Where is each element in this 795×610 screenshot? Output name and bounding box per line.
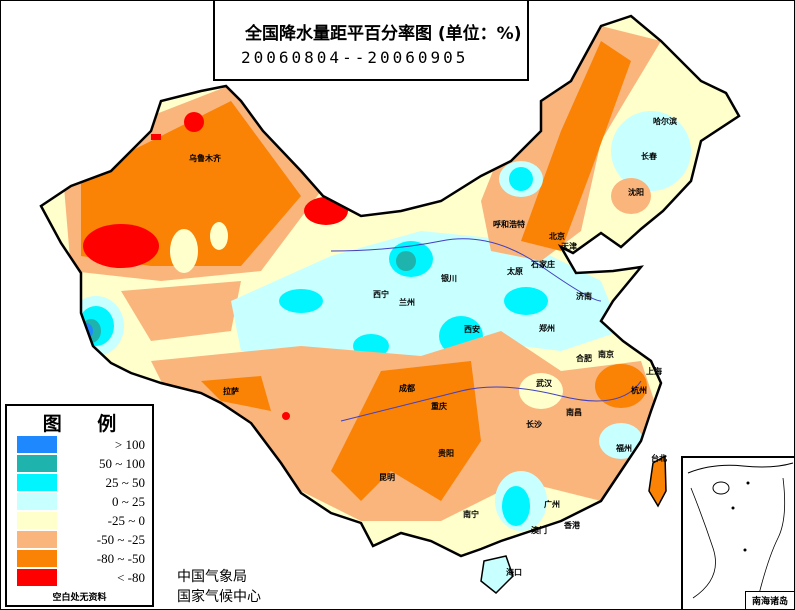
city-label: 广州 [544, 500, 560, 509]
city-label: 银川 [441, 274, 457, 283]
inset-label: 南海诸岛 [744, 591, 794, 609]
org-line-2: 国家气候中心 [177, 589, 261, 605]
legend-swatch [17, 436, 57, 453]
legend-swatch [17, 569, 57, 586]
legend-note: 空白处无资料 [52, 593, 107, 603]
legend-title-left: 图 [42, 413, 62, 435]
legend-swatch [17, 531, 57, 548]
title-box: 全国降水量距平百分率图 (单位：%) 20060804--20060905 [213, 1, 529, 81]
city-label: 福州 [616, 444, 632, 453]
legend-label: > 100 [114, 437, 145, 452]
city-label: 香港 [564, 521, 580, 530]
legend-swatch [17, 512, 57, 529]
city-label: 拉萨 [223, 387, 239, 396]
legend-label: -80 ~ -50 [96, 551, 145, 566]
legend-item: 25 ~ 50 [15, 474, 145, 492]
city-label: 澳门 [531, 526, 547, 535]
inset-map [687, 462, 794, 599]
legend-title-right: 例 [97, 413, 117, 435]
city-label: 重庆 [431, 402, 447, 411]
city-label: 海口 [506, 568, 522, 577]
city-label: 西宁 [373, 290, 389, 299]
city-label: 武汉 [536, 379, 552, 388]
city-label: 石家庄 [531, 260, 555, 269]
hainan-island [480, 555, 514, 595]
date-range: 20060804--20060905 [241, 48, 469, 67]
legend-label: < -80 [117, 570, 145, 585]
legend: 图 例 > 100 50 ~ 100 25 ~ 50 0 ~ 25 -25 ~ … [5, 404, 154, 607]
city-label: 兰州 [399, 298, 415, 307]
city-label: 乌鲁木齐 [189, 154, 221, 163]
legend-label: 25 ~ 50 [105, 475, 145, 490]
legend-swatch [17, 550, 57, 567]
legend-item: < -80 [15, 569, 145, 587]
south-china-sea-inset: 南海诸岛 [681, 456, 794, 609]
org-line-1: 中国气象局 [177, 569, 247, 585]
taiwan-island [648, 454, 667, 508]
city-label: 上海 [646, 367, 662, 376]
city-label: 南京 [598, 350, 614, 359]
city-label: 成都 [399, 384, 415, 393]
city-label: 哈尔滨 [653, 117, 677, 126]
legend-label: -50 ~ -25 [96, 532, 145, 547]
city-label: 南宁 [463, 510, 479, 519]
legend-item: -80 ~ -50 [15, 550, 145, 568]
city-label: 太原 [507, 267, 523, 276]
city-label: 长春 [641, 152, 657, 161]
city-label: 南昌 [566, 408, 582, 417]
legend-label: 50 ~ 100 [98, 456, 145, 471]
city-label: 天津 [561, 242, 577, 251]
legend-label: 0 ~ 25 [111, 494, 145, 509]
legend-label: -25 ~ 0 [107, 513, 145, 528]
legend-item: -50 ~ -25 [15, 531, 145, 549]
city-label: 郑州 [539, 324, 555, 333]
legend-title: 图 例 [7, 409, 152, 436]
city-label: 呼和浩特 [493, 220, 525, 229]
city-label: 杭州 [631, 386, 647, 395]
legend-swatch [17, 474, 57, 491]
city-label: 台北 [651, 454, 667, 463]
map-title: 全国降水量距平百分率图 (单位：%) [245, 24, 522, 44]
legend-swatch [17, 493, 57, 510]
city-label: 合肥 [576, 354, 592, 363]
city-label: 沈阳 [628, 188, 644, 197]
city-label: 昆明 [379, 473, 395, 482]
legend-item: > 100 [15, 436, 145, 454]
legend-swatch [17, 455, 57, 472]
legend-item: 50 ~ 100 [15, 455, 145, 473]
city-label: 长沙 [526, 420, 542, 429]
city-label: 西安 [464, 325, 480, 334]
city-label: 济南 [576, 292, 592, 301]
legend-item: 0 ~ 25 [15, 493, 145, 511]
city-label: 贵阳 [438, 449, 454, 458]
city-label: 北京 [549, 232, 565, 241]
legend-item: -25 ~ 0 [15, 512, 145, 530]
